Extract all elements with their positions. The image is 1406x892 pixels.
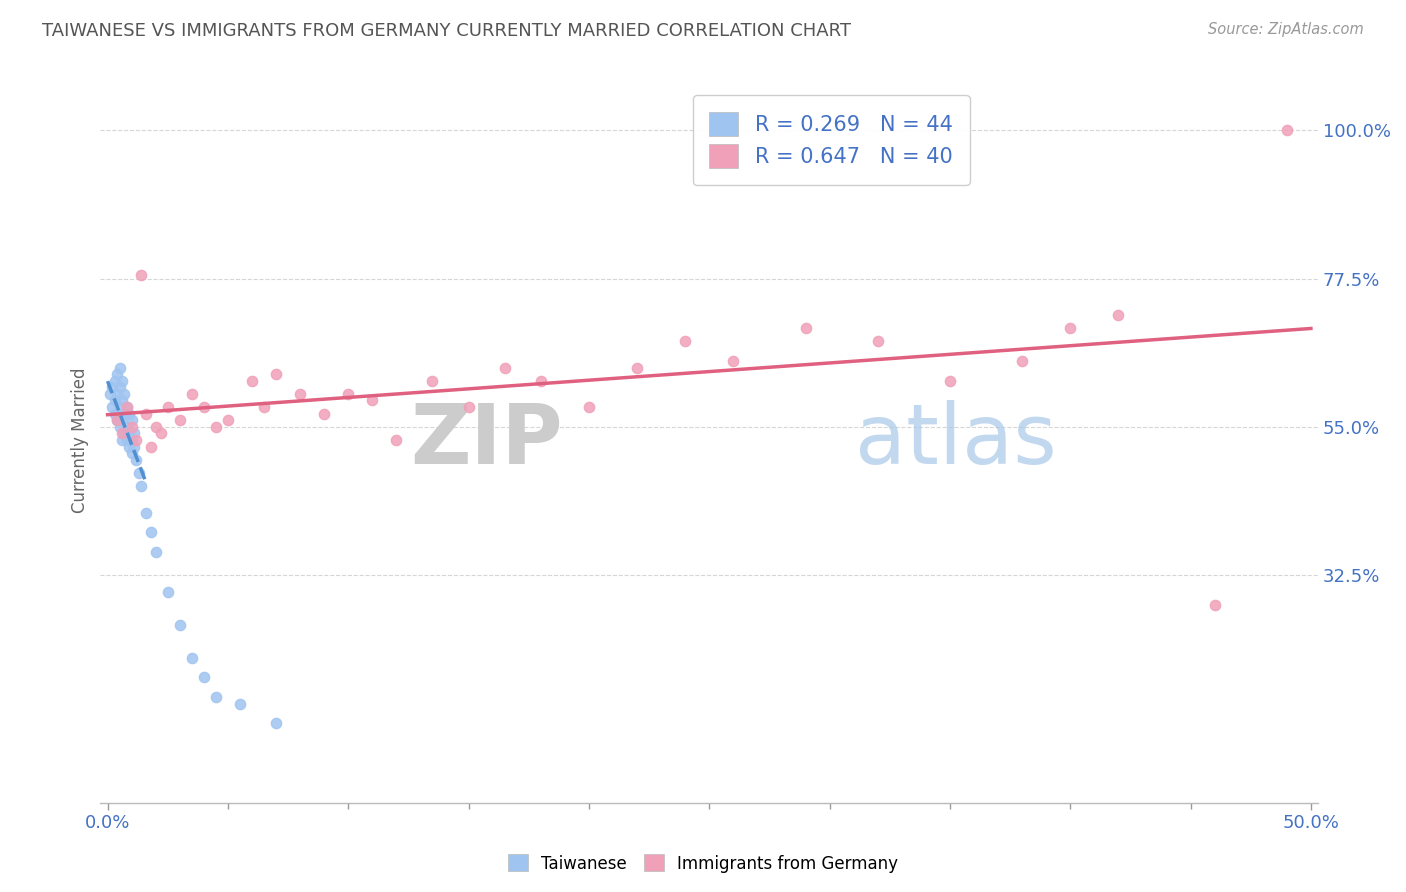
Point (105, 367, 128, 381)
Point (121, 420, 143, 434)
Point (118, 440, 141, 454)
Point (108, 400, 131, 414)
Point (530, 374, 553, 388)
Point (104, 374, 127, 388)
Point (108, 360, 131, 375)
Point (104, 407, 127, 421)
Point (112, 407, 135, 421)
Point (111, 413, 134, 427)
Point (139, 440, 162, 454)
Point (180, 650, 202, 665)
Point (422, 374, 444, 388)
Point (288, 387, 311, 401)
Point (229, 697, 252, 711)
Point (121, 413, 143, 427)
Point (1275, 123, 1298, 137)
Point (169, 413, 191, 427)
Point (264, 367, 287, 381)
Point (112, 426, 135, 441)
Point (385, 433, 408, 447)
Point (361, 393, 384, 408)
Point (122, 440, 145, 454)
Point (169, 617, 191, 632)
Point (105, 413, 128, 427)
Point (314, 407, 336, 421)
Point (101, 380, 124, 394)
Point (111, 433, 134, 447)
Point (149, 426, 172, 441)
Point (111, 374, 134, 388)
Point (105, 387, 128, 401)
Point (112, 387, 135, 401)
Point (205, 690, 228, 705)
Point (122, 426, 145, 441)
Point (104, 393, 127, 408)
Point (578, 400, 600, 414)
Point (101, 400, 124, 414)
Point (125, 452, 148, 467)
Point (121, 433, 143, 447)
Point (108, 380, 131, 394)
Text: atlas: atlas (855, 400, 1057, 481)
Point (108, 420, 131, 434)
Legend: Taiwanese, Immigrants from Germany: Taiwanese, Immigrants from Germany (502, 847, 904, 880)
Point (125, 433, 148, 447)
Point (118, 407, 141, 421)
Point (264, 716, 287, 731)
Point (156, 584, 179, 599)
Point (129, 479, 152, 493)
Point (866, 334, 889, 348)
Point (145, 545, 167, 559)
Point (156, 400, 179, 414)
Point (253, 400, 276, 414)
Point (115, 400, 138, 414)
Point (111, 393, 134, 408)
Point (121, 446, 143, 460)
Point (673, 334, 696, 348)
Point (98, 387, 121, 401)
Point (1059, 321, 1081, 335)
Point (1107, 308, 1129, 322)
Point (139, 525, 162, 540)
Text: ZIP: ZIP (411, 400, 564, 481)
Point (115, 400, 138, 414)
Point (626, 360, 648, 375)
Point (240, 374, 263, 388)
Point (217, 413, 239, 427)
Point (1011, 354, 1033, 368)
Text: TAIWANESE VS IMMIGRANTS FROM GERMANY CURRENTLY MARRIED CORRELATION CHART: TAIWANESE VS IMMIGRANTS FROM GERMANY CUR… (42, 22, 851, 40)
Y-axis label: Currently Married: Currently Married (72, 368, 89, 513)
Point (723, 354, 745, 368)
Point (205, 420, 228, 434)
Point (115, 420, 138, 434)
Point (457, 400, 479, 414)
Point (128, 466, 150, 480)
Point (118, 426, 141, 441)
Point (145, 420, 167, 434)
Point (939, 374, 962, 388)
Point (1204, 598, 1226, 612)
Point (180, 387, 202, 401)
Point (337, 387, 360, 401)
Legend: R = 0.269   N = 44, R = 0.647   N = 40: R = 0.269 N = 44, R = 0.647 N = 40 (693, 95, 970, 185)
Point (111, 426, 134, 441)
Point (794, 321, 817, 335)
Point (129, 268, 152, 283)
Point (494, 360, 516, 375)
Point (193, 400, 215, 414)
Point (105, 413, 128, 427)
Text: Source: ZipAtlas.com: Source: ZipAtlas.com (1208, 22, 1364, 37)
Point (135, 407, 157, 421)
Point (135, 506, 157, 520)
Point (193, 670, 215, 684)
Point (115, 433, 138, 447)
